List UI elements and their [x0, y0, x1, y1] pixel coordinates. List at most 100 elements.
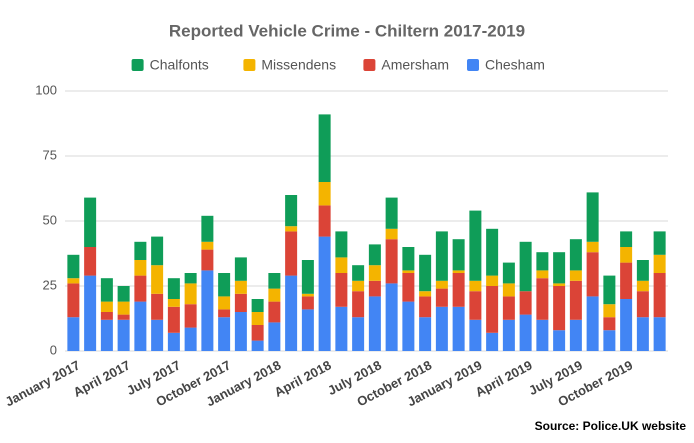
bar-segment: [167, 306, 180, 333]
x-tick-label: April 2018: [272, 357, 334, 399]
bar-segment: [151, 236, 164, 266]
bar-segment: [435, 288, 448, 307]
bar-segment: [553, 252, 566, 284]
bar-segment: [234, 257, 247, 281]
bar-segment: [586, 241, 599, 253]
bar-segment: [385, 228, 398, 240]
bar-segment: [201, 215, 214, 242]
bar-segment: [603, 304, 616, 318]
bar-segment: [67, 283, 80, 318]
bar-segment: [385, 283, 398, 351]
bar-segment: [553, 286, 566, 331]
bar-segment: [201, 241, 214, 250]
bar-segment: [402, 301, 415, 351]
bar-segment: [469, 210, 482, 281]
legend-swatch: [467, 59, 479, 71]
bar-segment: [402, 270, 415, 273]
bar-segment: [301, 309, 314, 351]
bar-segment: [184, 327, 197, 351]
bar-segment: [301, 293, 314, 297]
bar-segment: [84, 247, 97, 276]
y-tick-label: 100: [35, 82, 57, 97]
bar-segment: [636, 260, 649, 281]
bar-segment: [402, 247, 415, 271]
bar-segment: [452, 273, 465, 307]
bar-segment: [167, 332, 180, 351]
bar-segment: [285, 231, 298, 276]
bar-segment: [285, 195, 298, 227]
bar-segment: [569, 280, 582, 320]
bar-segment: [285, 275, 298, 351]
bar-segment: [586, 252, 599, 297]
bar-segment: [84, 275, 97, 351]
bar-segment: [452, 239, 465, 271]
bar-segment: [486, 332, 499, 351]
bar-segment: [553, 283, 566, 286]
bar-segment: [251, 340, 264, 351]
bar-segment: [569, 270, 582, 281]
bar-segment: [268, 301, 281, 323]
bar-segment: [502, 296, 515, 320]
bar-segment: [117, 286, 130, 302]
bar-segment: [268, 288, 281, 302]
bar-segment: [419, 291, 432, 297]
bar-segment: [318, 114, 331, 182]
bar-segment: [285, 226, 298, 232]
bar-segment: [234, 280, 247, 294]
legend-label: Missendens: [261, 57, 336, 73]
bar-segment: [100, 301, 113, 312]
legend-label: Chesham: [485, 57, 545, 73]
bar-segment: [301, 260, 314, 294]
bar-segment: [536, 270, 549, 279]
source-note: Source: Police.UK website: [535, 419, 687, 433]
bar-segment: [335, 306, 348, 351]
bar-segment: [167, 278, 180, 299]
bar-segment: [536, 319, 549, 351]
legend-swatch: [131, 59, 144, 71]
bar-segment: [117, 314, 130, 320]
bar-segment: [469, 280, 482, 292]
y-tick-label: 50: [43, 212, 57, 227]
bar-segment: [167, 299, 180, 307]
bar-segment: [385, 197, 398, 229]
bar-segment: [251, 299, 264, 312]
legend-swatch: [243, 59, 256, 71]
bar-segment: [368, 296, 381, 351]
bar-segment: [318, 205, 331, 237]
bar-segment: [435, 231, 448, 281]
bar-segment: [368, 244, 381, 266]
bar-segment: [218, 273, 231, 297]
bar-segment: [636, 317, 649, 351]
bar-segment: [134, 241, 147, 260]
bar-segment: [318, 236, 331, 351]
bar-segment: [268, 322, 281, 351]
bar-segment: [318, 182, 331, 206]
bar-segment: [201, 249, 214, 271]
legend-swatch: [363, 59, 376, 71]
bar-segment: [653, 254, 666, 273]
bar-segment: [636, 280, 649, 292]
bar-segment: [218, 296, 231, 310]
bar-segment: [636, 291, 649, 318]
legend-label: Amersham: [381, 57, 449, 73]
x-tick-label: April 2019: [473, 357, 535, 399]
bar-segment: [134, 260, 147, 276]
bar-segment: [100, 278, 113, 302]
bar-segment: [234, 293, 247, 312]
bar-segment: [335, 257, 348, 273]
bar-segment: [536, 252, 549, 271]
bar-segment: [84, 197, 97, 247]
bar-segment: [151, 319, 164, 351]
bar-segment: [553, 330, 566, 351]
bar-segment: [452, 306, 465, 351]
bar-segment: [620, 231, 633, 247]
bar-segment: [620, 262, 633, 299]
bar-segment: [402, 273, 415, 302]
y-tick-label: 75: [43, 147, 57, 162]
bar-segment: [486, 228, 499, 276]
bar-segment: [184, 273, 197, 284]
bar-segment: [486, 286, 499, 333]
bar-segment: [603, 275, 616, 305]
bar-segment: [536, 278, 549, 320]
